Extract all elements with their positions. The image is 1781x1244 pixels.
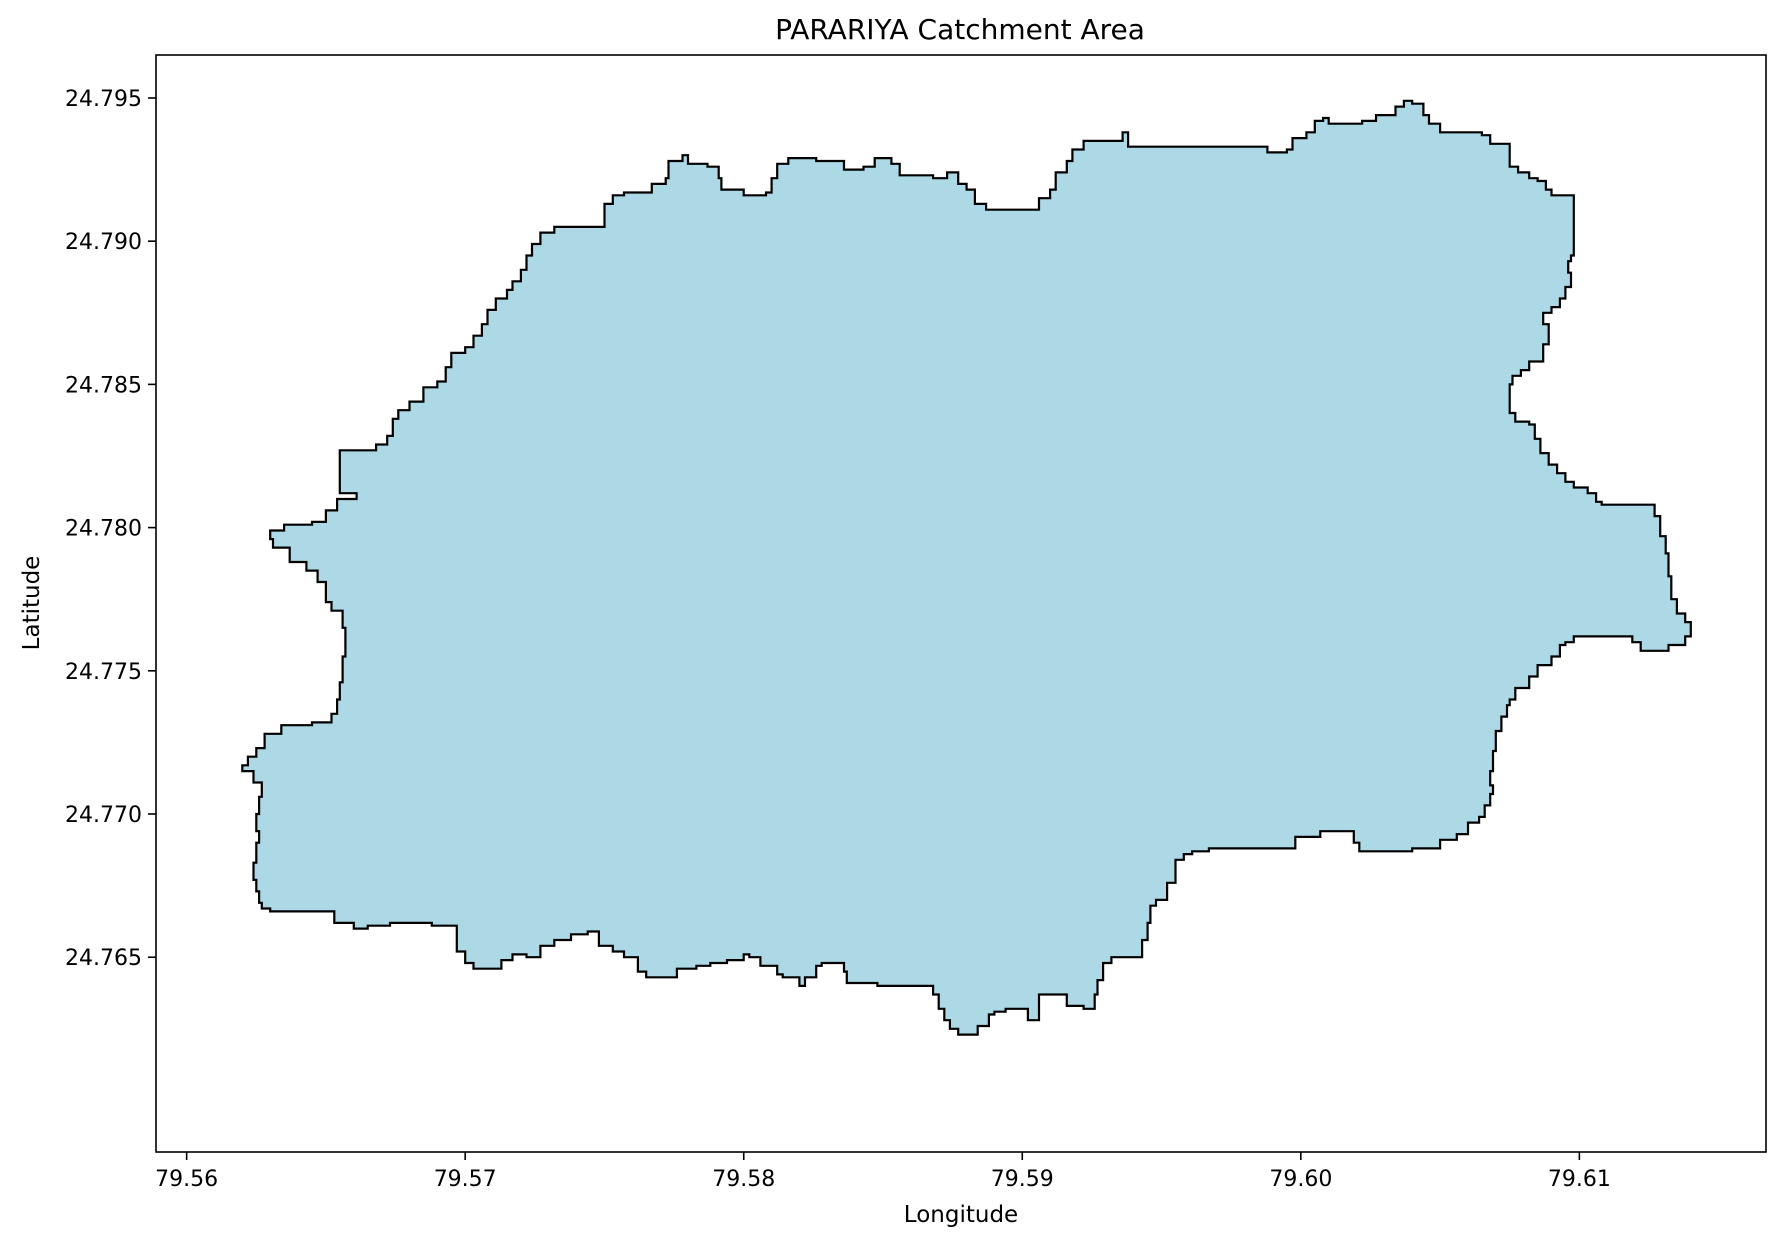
x-tick-label: 79.56 bbox=[155, 1167, 218, 1192]
catchment-polygon bbox=[241, 99, 1692, 1036]
plot-area bbox=[241, 99, 1692, 1036]
y-axis: 24.765 24.770 24.775 24.780 24.785 24.790 24.7… bbox=[65, 87, 156, 971]
y-tick-label: 24.775 bbox=[65, 660, 142, 685]
y-tick-label: 24.790 bbox=[65, 230, 142, 255]
y-tick-label: 24.765 bbox=[65, 946, 142, 971]
chart-title: PARARIYA Catchment Area bbox=[775, 13, 1145, 46]
y-tick-label: 24.780 bbox=[65, 517, 142, 542]
y-tick-label: 24.795 bbox=[65, 87, 142, 112]
y-axis-label: Latitude bbox=[19, 556, 45, 651]
x-tick-label: 79.58 bbox=[712, 1167, 775, 1192]
x-tick-label: 79.60 bbox=[1269, 1167, 1332, 1192]
x-axis-label: Longitude bbox=[904, 1202, 1018, 1228]
x-tick-label: 79.59 bbox=[991, 1167, 1054, 1192]
y-tick-label: 24.785 bbox=[65, 373, 142, 398]
x-tick-label: 79.57 bbox=[434, 1167, 497, 1192]
axes-frame bbox=[155, 54, 1767, 1153]
y-tick-label: 24.770 bbox=[65, 803, 142, 828]
x-axis: 79.56 79.57 79.58 79.59 79.60 79.61 bbox=[155, 1152, 1611, 1192]
x-tick-label: 79.61 bbox=[1548, 1167, 1611, 1192]
